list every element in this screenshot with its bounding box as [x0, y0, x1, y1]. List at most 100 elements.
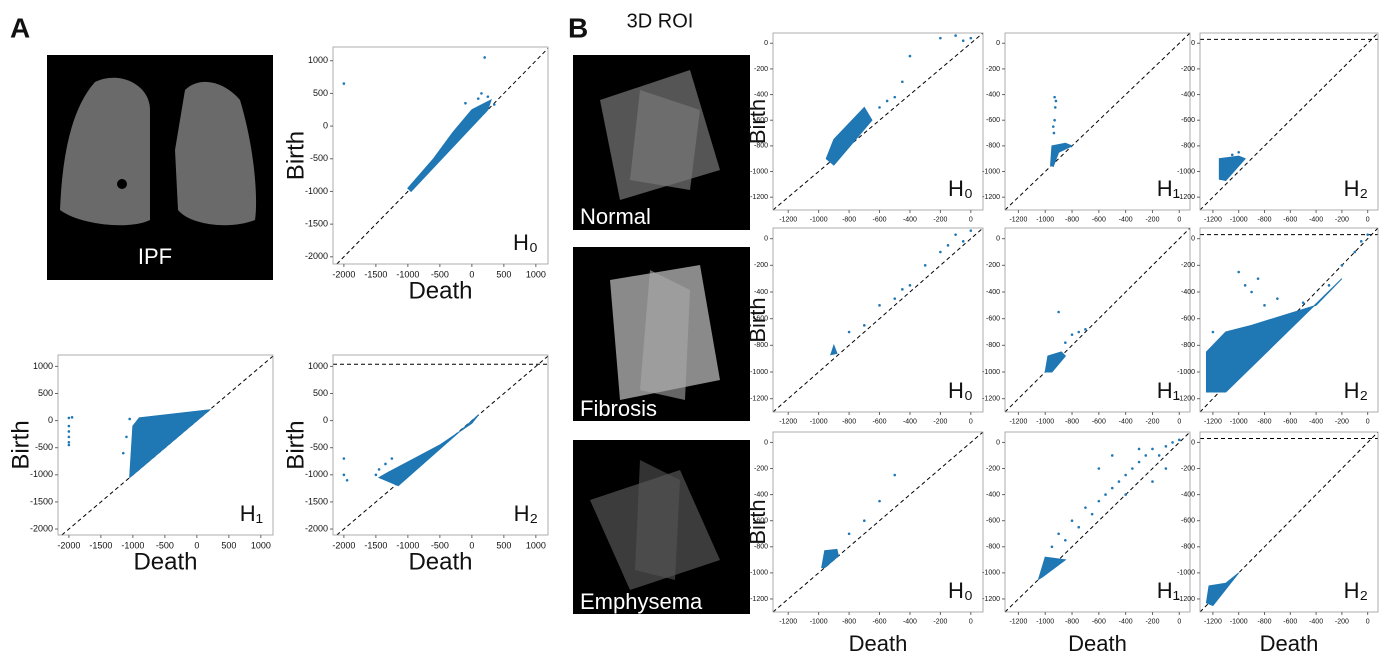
x-tick-label: -600 — [1283, 618, 1297, 625]
point — [1053, 95, 1056, 99]
point — [1110, 486, 1114, 490]
point — [1064, 341, 1067, 344]
point — [1243, 284, 1247, 287]
axes-frame — [1199, 32, 1379, 211]
y-tick-label: -400 — [986, 491, 1000, 498]
panel-label: A — [10, 12, 30, 43]
x-tick-label: -800 — [1257, 216, 1271, 223]
plot — [1200, 33, 1378, 210]
x-tick-label: 0 — [1177, 418, 1181, 425]
homology-label: H₁ — [1157, 378, 1180, 403]
y-tick-label: -200 — [1181, 66, 1195, 73]
y-tick-label: -1000 — [982, 570, 1000, 577]
x-tick-label: -400 — [1309, 216, 1323, 223]
plot — [61, 355, 273, 535]
y-tick-label: 0 — [1191, 40, 1195, 47]
y-tick-label: -1500 — [305, 496, 328, 506]
image-label: Normal — [580, 204, 651, 229]
x-tick-label: -1000 — [121, 541, 144, 551]
y-tick-label: -800 — [754, 143, 768, 150]
y-axis-label: Birth — [7, 420, 34, 469]
y-tick-label: -1200 — [750, 596, 768, 603]
y-tick-label: 0 — [323, 120, 328, 130]
y-tick-label: -1200 — [982, 396, 1000, 403]
y-tick-label: -800 — [754, 342, 768, 349]
x-axis-label: Death — [1260, 631, 1319, 656]
point — [1124, 493, 1127, 496]
y-tick-label: 0 — [996, 236, 1000, 243]
y-tick-label: 0 — [48, 415, 53, 425]
y-tick-label: -800 — [986, 342, 1000, 349]
y-tick-label: -500 — [310, 153, 328, 163]
point — [1353, 250, 1357, 254]
point — [1131, 467, 1134, 470]
diagonal — [1005, 33, 1190, 210]
point — [1090, 512, 1094, 516]
y-tick-label: -500 — [310, 442, 328, 452]
point — [1327, 284, 1331, 287]
point — [1053, 106, 1057, 109]
homology-label: H₀ — [513, 230, 538, 255]
x-tick-label: -1200 — [779, 418, 797, 425]
x-tick-label: -500 — [156, 541, 174, 551]
point — [1117, 480, 1121, 483]
y-tick-label: -1200 — [1177, 596, 1195, 603]
y-tick-label: -800 — [754, 544, 768, 551]
homology-label: H₁ — [1157, 578, 1180, 603]
point — [893, 473, 897, 477]
y-tick-label: -1200 — [982, 194, 1000, 201]
point — [67, 440, 71, 444]
plot — [773, 33, 983, 210]
point-cloud — [1037, 556, 1067, 581]
point — [390, 457, 394, 460]
x-axis-label: Death — [849, 631, 908, 656]
y-tick-label: -400 — [754, 289, 768, 296]
x-tick-label: -600 — [1092, 618, 1106, 625]
x-tick-label: -200 — [933, 216, 947, 223]
point — [1164, 467, 1168, 470]
homology-label: H₀ — [948, 578, 973, 603]
point — [954, 233, 957, 236]
y-tick-label: 1000 — [308, 361, 328, 371]
y-tick-label: -600 — [986, 316, 1000, 323]
y-tick-label: -1000 — [305, 469, 328, 479]
plot — [333, 355, 548, 535]
axes-frame — [1199, 227, 1379, 413]
point — [893, 95, 897, 99]
x-tick-label: -400 — [1309, 618, 1323, 625]
x-tick-label: -600 — [873, 618, 887, 625]
x-tick-label: -600 — [1283, 216, 1297, 223]
y-tick-label: -600 — [986, 117, 1000, 124]
x-tick-label: -2000 — [57, 541, 80, 551]
x-tick-label: -200 — [933, 618, 947, 625]
x-tick-label: -400 — [1119, 618, 1133, 625]
point — [342, 457, 346, 460]
x-axis-label: Death — [408, 548, 472, 575]
x-tick-label: -1000 — [396, 541, 419, 551]
y-tick-label: -400 — [986, 289, 1000, 296]
point — [1237, 270, 1240, 274]
x-tick-label: -1000 — [810, 216, 828, 223]
y-tick-label: -2000 — [30, 523, 53, 533]
point — [847, 330, 851, 334]
x-tick-label: 0 — [469, 270, 474, 280]
y-tick-label: -400 — [754, 91, 768, 98]
point — [67, 424, 71, 428]
y-tick-label: -200 — [754, 262, 768, 269]
point — [1151, 447, 1154, 451]
y-axis-label: Birth — [745, 99, 770, 144]
plot — [336, 47, 548, 264]
x-tick-label: -1500 — [364, 541, 387, 551]
point — [1237, 150, 1240, 154]
homology-label: H₂ — [1344, 378, 1368, 403]
y-tick-label: 500 — [313, 88, 328, 98]
y-axis-label: Birth — [282, 131, 309, 180]
x-tick-label: -800 — [1065, 418, 1079, 425]
point — [1144, 454, 1148, 457]
diagonal — [773, 33, 983, 210]
axes-frame — [1004, 431, 1191, 613]
y-tick-label: -600 — [1181, 117, 1195, 124]
roi-image — [573, 55, 750, 614]
point — [342, 473, 346, 477]
point — [923, 264, 927, 267]
